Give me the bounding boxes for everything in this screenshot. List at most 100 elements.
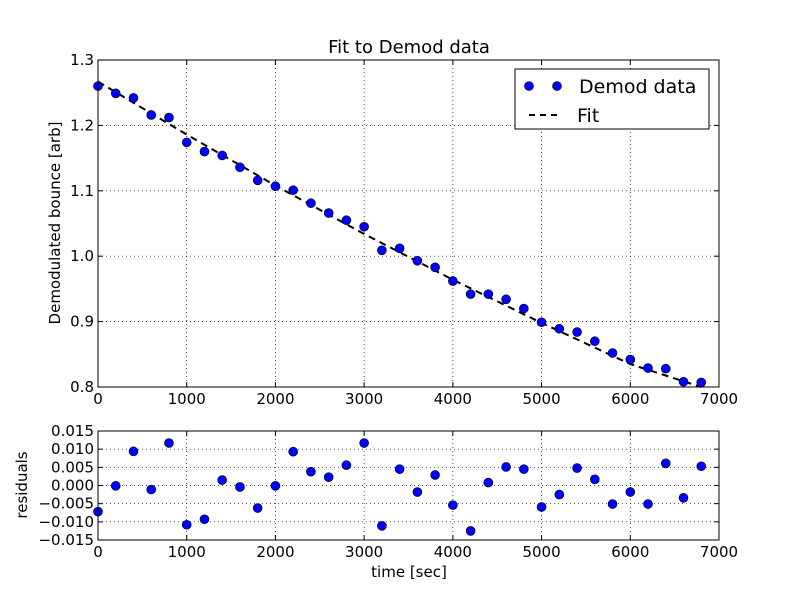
top-data-points xyxy=(93,81,707,388)
residual-point xyxy=(572,463,582,473)
residual-point xyxy=(465,526,476,536)
demod-data-point xyxy=(501,294,511,305)
bottom-y-axis-label: residuals xyxy=(13,451,31,518)
bottom-y-tick-label: 0.000 xyxy=(51,477,94,495)
demod-data-point xyxy=(306,198,316,209)
fit-line xyxy=(97,80,702,388)
top-y-tick-label: 1.1 xyxy=(70,182,94,200)
residual-point xyxy=(625,487,636,497)
top-y-tick-label: 1.3 xyxy=(70,51,94,69)
legend-label-demod: Demod data xyxy=(579,76,696,98)
top-panel: Fit to Demod data 0 1000 2000 3000 4000 5000 6… xyxy=(46,37,738,408)
top-x-tick-label: 2000 xyxy=(256,390,294,408)
residual-point xyxy=(412,487,423,497)
residual-point xyxy=(306,466,316,477)
bottom-x-tick-label: 0 xyxy=(93,543,103,561)
demod-data-point xyxy=(217,150,227,161)
demod-data-point xyxy=(465,289,476,299)
bottom-y-tick-label: −0.010 xyxy=(38,513,94,531)
demod-data-point xyxy=(377,245,387,256)
residual-point xyxy=(128,446,139,457)
residual-points xyxy=(93,438,707,536)
demod-data-point xyxy=(643,363,653,373)
demod-data-point xyxy=(288,185,298,195)
bottom-y-tick-label: −0.005 xyxy=(38,495,94,513)
demod-data-point xyxy=(430,262,440,273)
residual-point xyxy=(217,475,227,485)
residual-point xyxy=(448,500,458,510)
top-y-axis-label: Demodulated bounce [arb] xyxy=(46,122,64,325)
top-y-tick-label: 0.9 xyxy=(70,313,94,331)
demod-data-point xyxy=(199,146,210,157)
residual-point xyxy=(501,462,511,472)
top-ticks: 0 1000 2000 3000 4000 5000 6000 7000 0.8 0.9 1.0 1.… xyxy=(70,51,738,408)
residual-point xyxy=(519,464,529,474)
bottom-y-tick-label: 0.010 xyxy=(51,440,94,458)
top-gridlines xyxy=(98,60,719,387)
legend-marker-right xyxy=(552,81,562,91)
demod-data-point xyxy=(554,323,565,334)
demod-data-point xyxy=(323,208,334,218)
demod-data-point xyxy=(696,377,707,388)
residual-point xyxy=(607,499,618,509)
residual-point xyxy=(110,481,121,491)
demod-data-point xyxy=(181,137,192,148)
top-x-tick-label: 0 xyxy=(93,390,103,408)
bottom-panel: 0 1000 2000 3000 4000 5000 6000 7000 −0.015−0.01… xyxy=(13,422,738,581)
demod-data-point xyxy=(235,162,245,173)
bottom-x-tick-label: 2000 xyxy=(256,543,294,561)
residual-point xyxy=(181,519,192,530)
residual-point xyxy=(288,446,298,457)
bottom-x-axis-label: time [sec] xyxy=(371,563,447,581)
demod-data-point xyxy=(341,215,352,226)
residual-point xyxy=(235,482,245,492)
residual-point xyxy=(678,493,689,503)
demod-data-point xyxy=(625,354,636,365)
residual-point xyxy=(554,489,565,500)
residual-point xyxy=(696,461,707,472)
residual-point xyxy=(660,458,671,469)
demod-data-point xyxy=(448,276,458,286)
demod-data-point xyxy=(412,255,423,266)
bottom-x-tick-label: 1000 xyxy=(168,543,206,561)
top-x-tick-label: 7000 xyxy=(700,390,738,408)
top-x-tick-label: 6000 xyxy=(611,390,649,408)
demod-data-point xyxy=(607,348,618,358)
bottom-y-tick-label: 0.015 xyxy=(51,422,94,440)
top-y-tick-label: 1.2 xyxy=(70,116,94,134)
top-fit-line-group xyxy=(97,80,702,388)
bottom-y-tick-label: −0.015 xyxy=(38,531,94,549)
demod-data-point xyxy=(394,243,405,254)
top-x-tick-label: 1000 xyxy=(168,390,206,408)
top-y-tick-label: 1.0 xyxy=(70,247,94,265)
bottom-x-tick-label: 6000 xyxy=(611,543,649,561)
bottom-ticks: 0 1000 2000 3000 4000 5000 6000 7000 −0.015−0.01… xyxy=(38,422,738,561)
demod-data-point xyxy=(660,363,671,374)
residual-point xyxy=(394,464,405,474)
legend-label-fit: Fit xyxy=(577,105,599,127)
residual-point xyxy=(377,521,387,531)
demod-data-point xyxy=(519,303,529,314)
demod-data-point xyxy=(483,289,494,299)
top-x-tick-label: 4000 xyxy=(434,390,472,408)
residual-point xyxy=(430,470,440,480)
residual-point xyxy=(199,514,210,525)
residual-point xyxy=(252,503,263,513)
residual-point xyxy=(589,474,600,485)
bottom-x-tick-label: 5000 xyxy=(522,543,560,561)
demod-data-point xyxy=(359,221,369,232)
demod-data-point xyxy=(536,317,547,328)
demod-data-point xyxy=(128,93,139,103)
bottom-y-tick-label: 0.005 xyxy=(51,458,94,476)
top-y-tick-label: 0.8 xyxy=(70,378,94,396)
top-x-tick-label: 5000 xyxy=(522,390,560,408)
demod-data-point xyxy=(164,112,174,123)
demod-data-point xyxy=(572,327,582,337)
demod-data-point xyxy=(678,376,689,387)
residual-point xyxy=(323,472,334,482)
demod-data-point xyxy=(110,88,121,99)
residual-point xyxy=(483,477,494,488)
top-x-tick-label: 3000 xyxy=(345,390,383,408)
